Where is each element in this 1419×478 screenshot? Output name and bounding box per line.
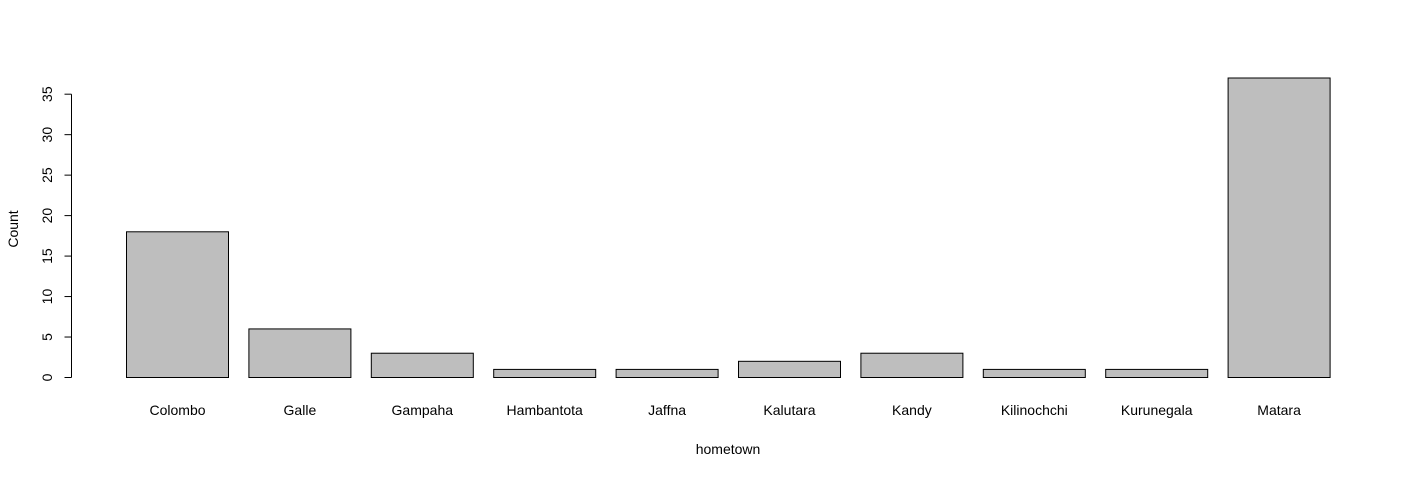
bar-galle [248, 328, 352, 378]
y-tick-label: 20 [39, 208, 55, 224]
x-tick-label: Gampaha [392, 402, 454, 418]
bars-group [126, 77, 1331, 379]
x-tick-label: Kandy [892, 402, 932, 418]
y-tick-label: 35 [39, 86, 55, 102]
y-tick-label: 15 [39, 248, 55, 264]
x-tick-label: Galle [284, 402, 317, 418]
bar-kurunegala [1105, 368, 1209, 378]
x-tick-label: Colombo [149, 402, 205, 418]
bar-kandy [860, 352, 964, 378]
bar-kilinochchi [982, 368, 1086, 378]
y-tick-label: 0 [39, 373, 55, 381]
y-tick-label: 25 [39, 167, 55, 183]
x-tick-label: Kalutara [763, 402, 815, 418]
bar-jaffna [615, 368, 719, 378]
bar-hambantota [493, 368, 597, 378]
x-tick-label: Matara [1257, 402, 1301, 418]
y-tick-label: 5 [39, 333, 55, 341]
y-tick-label: 10 [39, 289, 55, 305]
x-tick-label: Kurunegala [1121, 402, 1193, 418]
bar-gampaha [370, 352, 474, 378]
y-axis: 0 5 10 15 20 25 30 35 [39, 86, 72, 381]
bar-kalutara [738, 360, 841, 379]
bar-colombo [126, 231, 229, 378]
y-axis-title: Count [5, 210, 21, 247]
y-tick-label: 30 [39, 127, 55, 143]
x-axis-title: hometown [696, 441, 761, 457]
bar-matara [1227, 77, 1331, 378]
x-axis-labels: Colombo Galle Gampaha Hambantota Jaffna Kalut… [149, 402, 1301, 418]
x-tick-label: Hambantota [507, 402, 583, 418]
x-tick-label: Jaffna [648, 402, 686, 418]
x-tick-label: Kilinochchi [1001, 402, 1068, 418]
